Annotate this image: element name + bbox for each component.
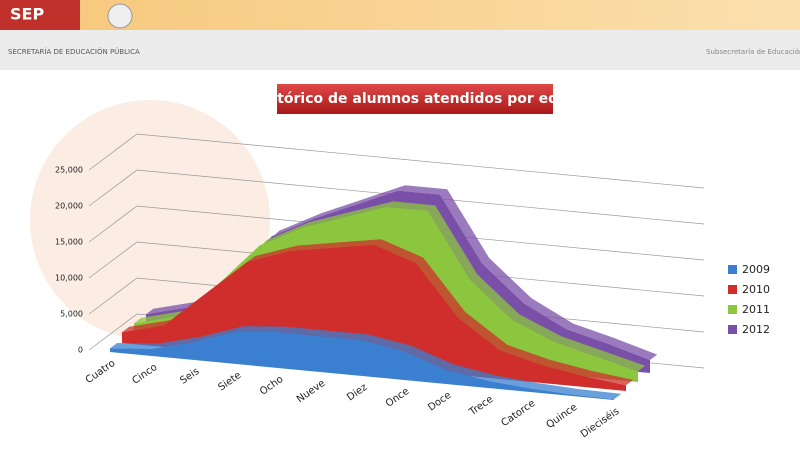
chart-title: Histórico de alumnos atendidos por edad (252, 91, 577, 107)
legend-label: 2009 (742, 263, 770, 276)
legend-swatch (728, 305, 737, 314)
legend-swatch (728, 265, 737, 274)
legend-label: 2012 (742, 323, 770, 336)
y-tick-label: 20,000 (55, 202, 83, 211)
y-tick-label: 10,000 (55, 274, 83, 283)
x-tick-label: Diez (345, 382, 369, 404)
emblem (108, 4, 132, 28)
x-tick-label: Cinco (130, 362, 159, 387)
suborganization: Subsecretaría de Educación Básica (706, 48, 800, 56)
x-tick-label: Cuatro (84, 358, 118, 386)
x-tick-label: Siete (216, 370, 243, 394)
y-tick-label: 5,000 (60, 310, 83, 319)
x-tick-label: Doce (426, 390, 453, 414)
slide: SEP SECRETARÍA DE EDUCACIÓN PÚBLICA Subs… (0, 0, 800, 466)
organization: SECRETARÍA DE EDUCACIÓN PÚBLICA (8, 47, 140, 56)
legend-label: 2010 (742, 283, 770, 296)
x-tick-label: Once (384, 386, 411, 410)
legend-swatch (728, 285, 737, 294)
x-tick-label: Quince (544, 402, 579, 431)
y-tick-label: 25,000 (55, 166, 83, 175)
x-tick-label: Catorce (499, 398, 537, 429)
x-tick-label: Dieciséis (578, 405, 621, 440)
legend-label: 2011 (742, 303, 770, 316)
y-tick-label: 15,000 (55, 238, 83, 247)
x-tick-label: Seis (178, 366, 201, 387)
logo: SEP (10, 5, 44, 24)
y-tick-label: 0 (78, 346, 83, 355)
legend-swatch (728, 325, 737, 334)
x-tick-label: Ocho (258, 374, 285, 398)
x-tick-label: Trece (467, 394, 496, 419)
x-tick-label: Nueve (295, 378, 328, 405)
